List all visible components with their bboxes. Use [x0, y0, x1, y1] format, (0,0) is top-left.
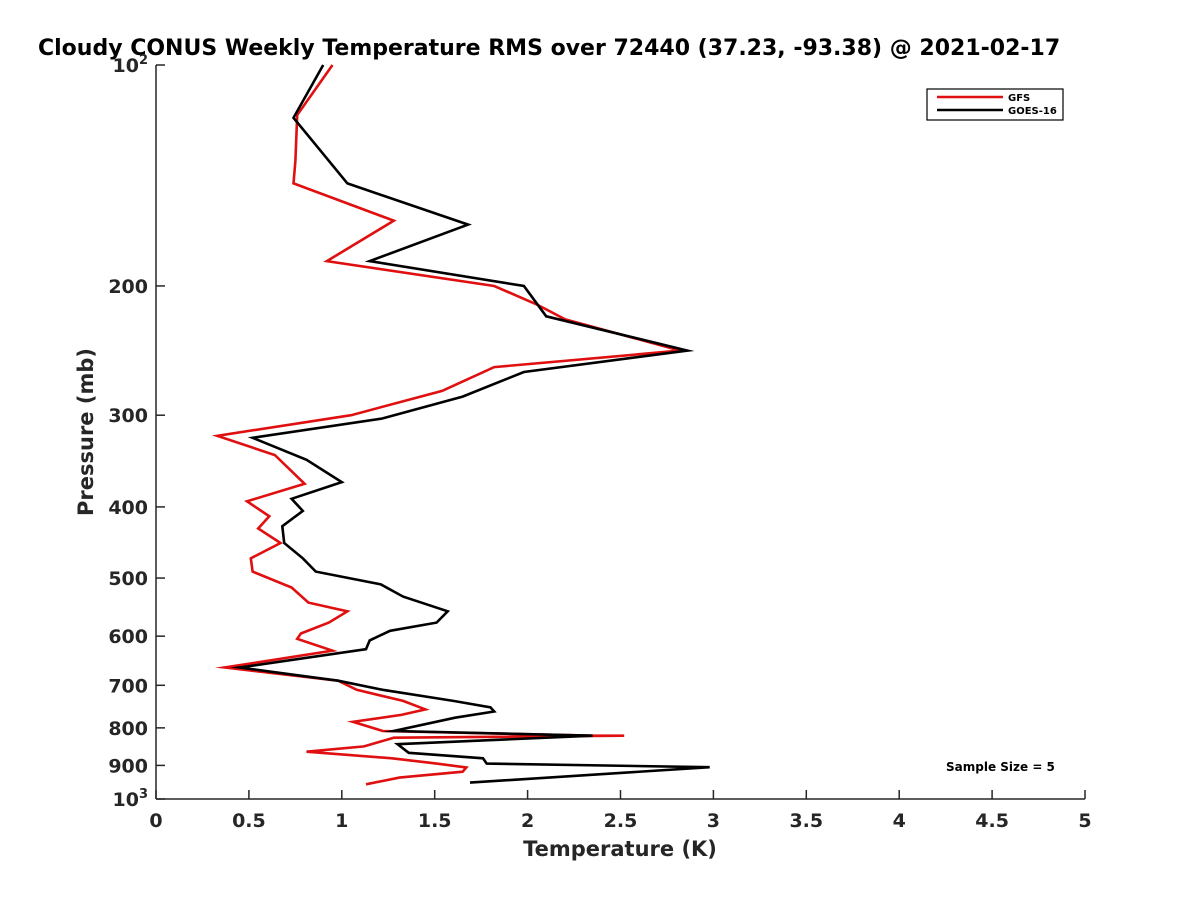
x-tick-label: 3 [707, 810, 720, 832]
y-tick-label: 800 [108, 718, 148, 740]
series-layer [211, 64, 710, 786]
y-tick-label: 600 [108, 626, 148, 648]
legend-label-goes16: GOES-16 [1008, 106, 1057, 117]
x-tick-label: 1 [335, 810, 348, 832]
x-tick-label: 4 [893, 810, 906, 832]
y-tick-label: 102 [113, 53, 149, 77]
x-tick-label: 1.5 [418, 810, 452, 832]
x-tick-label: 0.5 [232, 810, 266, 832]
series-line-goes16 [230, 64, 710, 784]
legend-box [926, 88, 1064, 121]
y-tick-label: 500 [108, 568, 148, 590]
legend-label-gfs: GFS [1008, 93, 1030, 104]
y-tick-label: 900 [108, 755, 148, 777]
y-tick-label: 300 [108, 405, 148, 427]
chart-title: Cloudy CONUS Weekly Temperature RMS over… [38, 36, 1060, 61]
series-line-gfs [211, 64, 688, 786]
x-axis-ticks: 0 0.5 1 1.5 2 2.5 3 3.5 4 4.5 5 [149, 790, 1092, 832]
y-tick-label: 200 [108, 276, 148, 298]
sample-size-annotation: Sample Size = 5 [946, 760, 1055, 774]
x-tick-label: 5 [1078, 810, 1091, 832]
x-tick-label: 0 [149, 810, 162, 832]
x-tick-label: 2.5 [604, 810, 638, 832]
x-tick-label: 4.5 [975, 810, 1009, 832]
y-axis-label: Pressure (mb) [74, 348, 98, 516]
y-tick-label: 400 [108, 497, 148, 519]
x-tick-label: 2 [521, 810, 534, 832]
x-tick-label: 3.5 [789, 810, 823, 832]
x-axis-label: Temperature (K) [523, 837, 717, 861]
y-tick-label: 103 [113, 787, 149, 811]
y-axis-ticks: 102 200 300 400 500 600 700 800 900 103 [108, 53, 165, 811]
legend: GFS GOES-16 [926, 88, 1064, 121]
y-tick-label: 700 [108, 675, 148, 697]
